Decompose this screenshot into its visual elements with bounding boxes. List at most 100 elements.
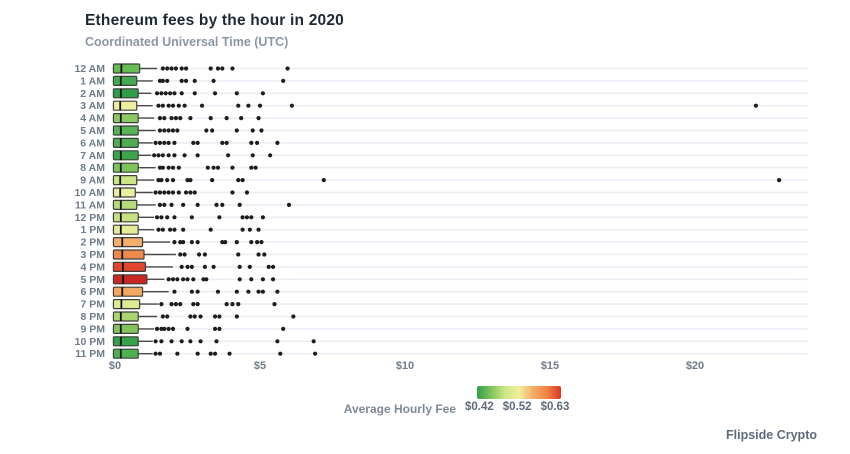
legend-label: Average Hourly Fee — [343, 402, 456, 416]
outlier-point — [185, 264, 190, 269]
outlier-point — [156, 153, 161, 158]
outlier-point — [170, 128, 176, 133]
outlier-point — [210, 178, 215, 183]
outlier-point — [157, 202, 163, 207]
outlier-point — [260, 289, 265, 294]
outlier-point — [154, 326, 160, 331]
outlier-point — [173, 302, 178, 307]
outlier-point — [215, 66, 221, 71]
outlier-point — [189, 240, 194, 245]
outlier-point — [169, 339, 174, 344]
outlier-point — [208, 66, 213, 71]
outlier-point — [175, 128, 180, 133]
outlier-point — [210, 128, 215, 133]
y-axis-label: 4 AM — [80, 113, 105, 125]
outlier-point — [157, 190, 163, 195]
outlier-point — [217, 326, 222, 331]
iqr-box — [112, 75, 138, 87]
outlier-point — [154, 91, 160, 96]
outlier-point — [162, 116, 167, 121]
outlier-point — [170, 178, 176, 183]
outlier-point — [179, 264, 184, 269]
outlier-point — [259, 128, 264, 133]
outlier-point — [181, 277, 186, 282]
outlier-point — [195, 140, 200, 145]
y-axis-label: 2 AM — [80, 88, 105, 100]
outlier-point — [321, 178, 326, 183]
outlier-point — [220, 202, 225, 207]
y-axis-label: 9 AM — [80, 175, 105, 187]
outlier-point — [188, 190, 193, 195]
outlier-point — [172, 215, 177, 220]
outlier-point — [311, 339, 316, 344]
outlier-point — [165, 66, 170, 71]
outlier-point — [236, 103, 241, 108]
outlier-point — [247, 264, 252, 269]
iqr-box — [112, 286, 144, 297]
outlier-point — [260, 91, 265, 96]
y-axis-label: 4 PM — [80, 261, 105, 273]
iqr-box — [112, 63, 141, 74]
chart-title: Ethereum fees by the hour in 2020 — [85, 12, 344, 29]
outlier-point — [160, 165, 165, 170]
outlier-point — [195, 202, 200, 207]
outlier-point — [169, 302, 174, 307]
outlier-point — [199, 103, 205, 108]
legend-tick-max: $0.63 — [540, 401, 570, 413]
outlier-point — [289, 103, 294, 108]
outlier-point — [179, 78, 184, 83]
outlier-point — [281, 78, 286, 83]
y-axis-label: 11 AM — [75, 199, 105, 211]
outlier-point — [195, 240, 200, 245]
outlier-point — [162, 128, 167, 133]
y-axis-label: 10 PM — [75, 336, 106, 348]
outlier-point — [249, 165, 254, 170]
outlier-point — [278, 351, 283, 356]
outlier-point — [169, 116, 174, 121]
boxplot-row-11am: 11 AM — [75, 199, 292, 211]
iqr-box — [112, 187, 136, 198]
outlier-point — [157, 116, 163, 121]
outlier-point — [153, 351, 158, 356]
outlier-point — [250, 128, 255, 133]
outlier-point — [201, 277, 206, 282]
y-axis-label: 5 AM — [80, 125, 105, 137]
outlier-point — [230, 165, 235, 170]
legend-tick-labels: $0.42 $0.52 $0.63 — [465, 401, 605, 413]
iqr-box — [112, 348, 139, 359]
outlier-point — [189, 215, 194, 220]
y-axis-label: 3 AM — [80, 100, 105, 112]
boxplot-row-3am: 3 AM — [80, 100, 759, 112]
outlier-point — [234, 128, 239, 133]
outlier-point — [215, 289, 221, 294]
outlier-point — [198, 314, 203, 319]
boxplot-row-3pm: 3 PM — [80, 249, 267, 261]
outlier-point — [181, 240, 186, 245]
outlier-point — [160, 66, 165, 71]
iqr-box — [112, 137, 139, 148]
outlier-point — [182, 252, 187, 257]
outlier-point — [270, 264, 276, 269]
outlier-point — [246, 289, 251, 294]
outlier-point — [166, 190, 171, 195]
boxplot-row-5am: 5 AM — [80, 125, 264, 137]
y-axis-label: 9 PM — [80, 323, 105, 335]
attribution-brand: Flipside Crypto — [726, 428, 817, 442]
outlier-point — [168, 91, 173, 96]
y-axis-label: 1 PM — [80, 224, 105, 236]
outlier-point — [260, 215, 265, 220]
outlier-point — [247, 227, 252, 232]
boxplot-row-10pm: 10 PM — [75, 336, 316, 348]
outlier-point — [172, 153, 177, 158]
chart-subtitle: Coordinated Universal Time (UTC) — [85, 35, 289, 49]
y-axis-label: 7 AM — [80, 150, 105, 162]
outlier-point — [215, 165, 221, 170]
outlier-point — [182, 103, 187, 108]
outlier-point — [286, 202, 292, 207]
boxplot-row-4pm: 4 PM — [80, 261, 276, 273]
outlier-point — [217, 314, 222, 319]
outlier-point — [237, 202, 242, 207]
outlier-point — [291, 314, 296, 319]
outlier-point — [204, 128, 209, 133]
outlier-point — [162, 140, 167, 145]
